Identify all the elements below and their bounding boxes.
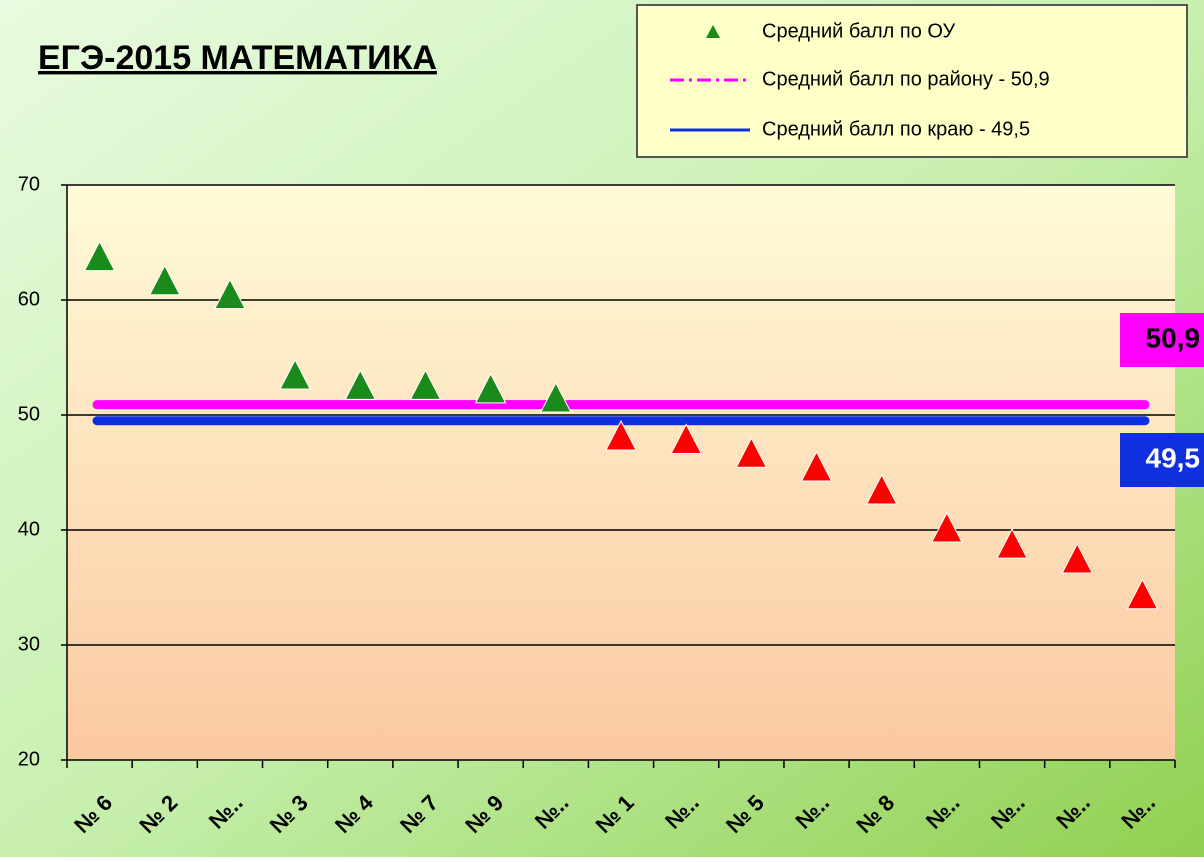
point <box>409 369 442 400</box>
point <box>148 264 181 296</box>
legend-marker <box>706 25 720 38</box>
y-tick-label: 30 <box>18 633 40 655</box>
y-tick-label: 20 <box>18 748 40 770</box>
reference-label: 50,9 <box>1146 322 1201 353</box>
point <box>735 437 768 468</box>
y-tick-label: 50 <box>18 403 40 425</box>
point <box>1061 542 1094 574</box>
point <box>865 473 898 505</box>
y-tick-label: 70 <box>18 173 40 195</box>
y-tick-label: 40 <box>18 518 40 540</box>
point <box>474 372 507 404</box>
point <box>344 369 377 400</box>
point <box>931 511 963 543</box>
point <box>1126 578 1159 610</box>
reference-label-box <box>1120 433 1204 487</box>
y-tick-label: 60 <box>18 288 40 310</box>
chart-title: ЕГЭ-2015 МАТЕМАТИКА <box>38 39 437 77</box>
point <box>605 419 637 451</box>
point <box>540 381 572 413</box>
plot-area <box>67 185 1175 760</box>
legend-label: Средний балл по краю - 49,5 <box>762 118 1030 140</box>
point <box>996 528 1028 559</box>
point <box>279 358 311 390</box>
legend-label: Средний балл по району - 50,9 <box>762 68 1050 90</box>
point <box>83 240 116 272</box>
point <box>670 423 702 454</box>
reference-label-box <box>1120 313 1204 367</box>
legend-label: Средний балл по ОУ <box>762 20 956 42</box>
point <box>800 450 833 482</box>
reference-label: 49,5 <box>1146 442 1201 473</box>
point <box>214 278 246 310</box>
